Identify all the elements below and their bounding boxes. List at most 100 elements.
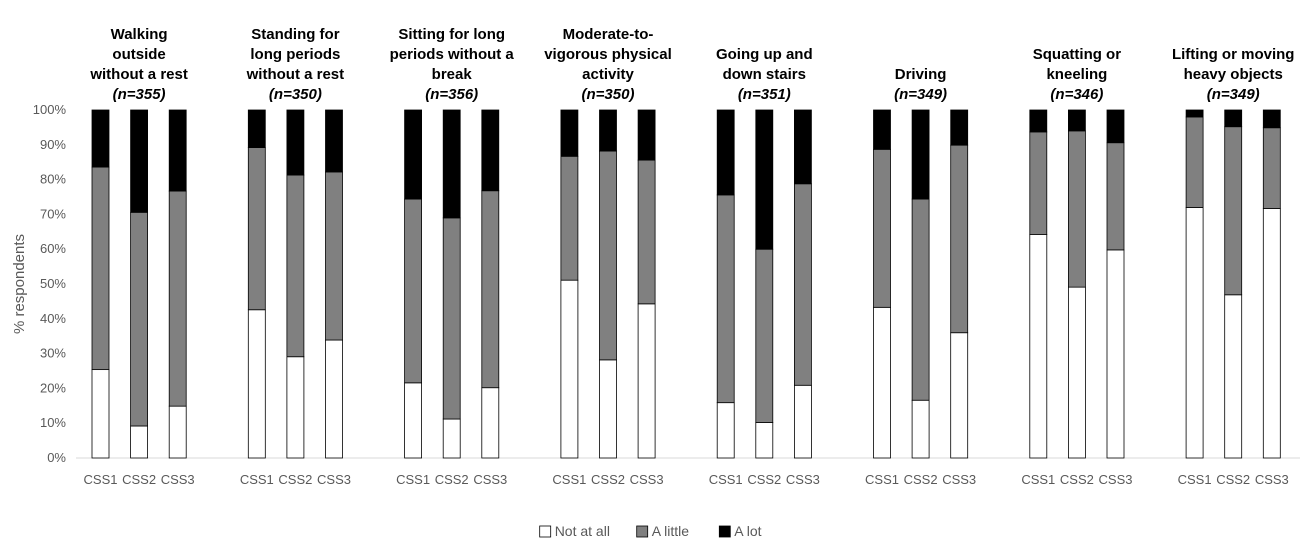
bar-segment	[1029, 109, 1048, 133]
y-tick-label: 50%	[40, 276, 66, 291]
bar-segment	[950, 332, 969, 459]
group-title-line: Lifting or moving	[1172, 46, 1294, 63]
bar-segment	[130, 109, 149, 213]
group-sample-size: (n=351)	[738, 86, 791, 103]
x-tick-label: CSS2	[1216, 472, 1250, 487]
group-title-line: Sitting for long	[398, 26, 505, 43]
bar-segment	[637, 303, 656, 459]
x-tick-label: CSS2	[1060, 472, 1094, 487]
x-tick-label: CSS3	[1099, 472, 1133, 487]
y-tick-label: 0%	[47, 450, 66, 465]
x-tick-label: CSS1	[1021, 472, 1055, 487]
group-title-line: heavy objects	[1184, 66, 1283, 83]
y-tick-label: 60%	[40, 241, 66, 256]
bar-segment	[1029, 234, 1048, 459]
bar-segment	[1068, 109, 1086, 132]
legend-swatch	[718, 525, 731, 538]
x-tick-label: CSS3	[473, 472, 507, 487]
bar-segment	[91, 109, 110, 168]
bar-segment	[247, 109, 266, 148]
bar-segment	[247, 147, 266, 311]
y-axis-label: % respondents	[11, 234, 28, 334]
bar-segment	[873, 148, 891, 308]
x-tick-label: CSS1	[240, 472, 274, 487]
bar-segment	[911, 198, 930, 401]
bar-segment	[599, 150, 617, 361]
bar-segment	[637, 159, 656, 305]
group-sample-size: (n=356)	[425, 86, 478, 103]
bar-segment	[1185, 207, 1204, 459]
group-title-line: break	[432, 66, 473, 83]
bar-segment	[325, 339, 343, 459]
bar-segment	[286, 109, 305, 176]
x-tick-label: CSS1	[1178, 472, 1212, 487]
bar-segment	[325, 109, 343, 173]
x-tick-label: CSS3	[317, 472, 351, 487]
bar-segment	[1224, 294, 1243, 459]
group-titles: Walking outside without a rest (n=355) Stand…	[89, 26, 1294, 103]
y-tick-label: 70%	[40, 206, 66, 221]
bar-segment	[560, 109, 579, 157]
x-tick-label: CSS3	[786, 472, 820, 487]
group-title-line: kneeling	[1046, 66, 1107, 83]
y-tick-label: 30%	[40, 346, 66, 361]
bars-layer	[91, 109, 1281, 459]
x-tick-label: CSS2	[122, 472, 156, 487]
group-title-line: without a rest	[89, 66, 188, 83]
bar-segment	[168, 109, 187, 192]
y-axis: 0% 10% 20% 30% 40% 50% 60% 70% 80% 90% 100%	[33, 102, 1300, 465]
bar-segment	[1068, 286, 1086, 459]
group-sample-size: (n=346)	[1050, 86, 1103, 103]
y-tick-label: 90%	[40, 137, 66, 152]
group-title-line: activity	[582, 66, 634, 83]
group-title-line: Moderate-to-	[563, 26, 654, 43]
bar-segment	[481, 190, 500, 389]
bar-segment	[560, 155, 579, 281]
bar-segment	[1068, 130, 1086, 288]
legend: Not at all A little A lot	[539, 523, 762, 539]
bar-segment	[1262, 127, 1281, 209]
group-sample-size: (n=350)	[269, 86, 322, 103]
x-tick-label: CSS3	[942, 472, 976, 487]
x-tick-label: CSS1	[552, 472, 586, 487]
legend-label: Not at all	[555, 523, 610, 539]
x-tick-label: CSS2	[591, 472, 625, 487]
x-tick-label: CSS1	[396, 472, 430, 487]
bar-segment	[481, 109, 500, 192]
y-tick-label: 80%	[40, 172, 66, 187]
bar-segment	[325, 171, 343, 341]
group-sample-size: (n=349)	[1207, 86, 1260, 103]
x-tick-label: CSS1	[865, 472, 899, 487]
bar-segment	[794, 183, 812, 386]
x-axis-ticks: CSS1 CSS2 CSS3 CSS1 CSS2 CSS3 CSS1 CSS2 CSS3 CSS1…	[84, 472, 1289, 487]
y-tick-label: 100%	[33, 102, 67, 117]
group-sample-size: (n=355)	[113, 86, 166, 103]
bar-segment	[794, 384, 812, 459]
bar-segment	[1106, 142, 1125, 251]
bar-segment	[911, 399, 930, 459]
group-title-line: Squatting or	[1033, 46, 1121, 63]
bar-segment	[404, 109, 423, 200]
bar-segment	[168, 405, 187, 459]
group-title-line: without a rest	[246, 66, 345, 83]
bar-segment	[599, 359, 617, 459]
bar-segment	[560, 279, 579, 459]
bar-segment	[404, 382, 423, 459]
group-title-line: vigorous physical	[544, 46, 672, 63]
bar-segment	[286, 174, 305, 358]
bar-segment	[950, 144, 969, 334]
bar-segment	[716, 194, 735, 404]
group-title-line: Going up and	[716, 46, 813, 63]
group-title-line: outside	[112, 46, 165, 63]
bar-segment	[1185, 116, 1204, 208]
bar-segment	[91, 166, 110, 371]
group-title-line: periods without a	[390, 46, 515, 63]
bar-segment	[911, 109, 930, 200]
x-tick-label: CSS3	[161, 472, 195, 487]
legend-label: A lot	[734, 523, 761, 539]
group-title-line: Walking	[111, 26, 168, 43]
bar-segment	[442, 109, 461, 219]
bar-segment	[91, 369, 110, 459]
bar-segment	[286, 356, 305, 459]
